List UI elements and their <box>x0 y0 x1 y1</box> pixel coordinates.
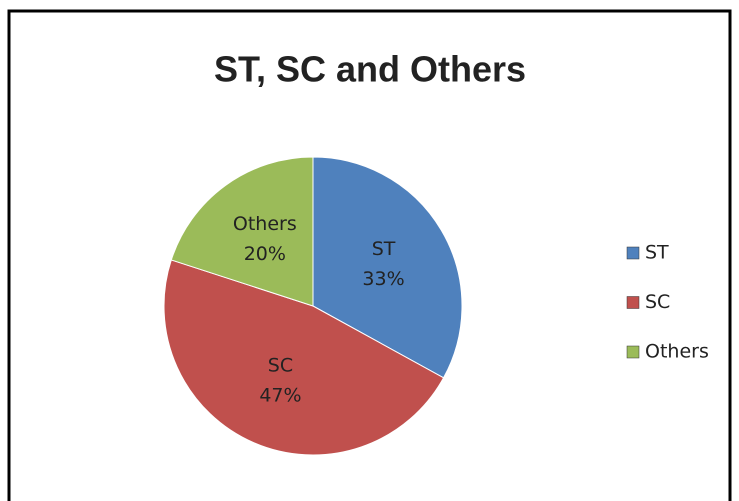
legend-label: SC <box>645 291 670 313</box>
slice-category-label: ST <box>372 238 396 260</box>
chart-title: ST, SC and Others <box>214 49 526 90</box>
legend-swatch <box>626 246 640 260</box>
slice-value-label: 47% <box>259 385 301 407</box>
legend-label: Others <box>645 341 709 363</box>
slice-category-label: Others <box>233 213 297 235</box>
legend-swatch <box>626 296 640 309</box>
pie-slice <box>312 156 463 379</box>
slice-category-label: SC <box>268 355 293 377</box>
pie-slice <box>170 156 314 307</box>
legend-label: ST <box>645 242 669 264</box>
slice-value-label: 33% <box>362 268 404 290</box>
pie-slice <box>163 259 445 456</box>
legend-swatch <box>626 345 640 359</box>
slice-value-label: 20% <box>244 243 286 265</box>
